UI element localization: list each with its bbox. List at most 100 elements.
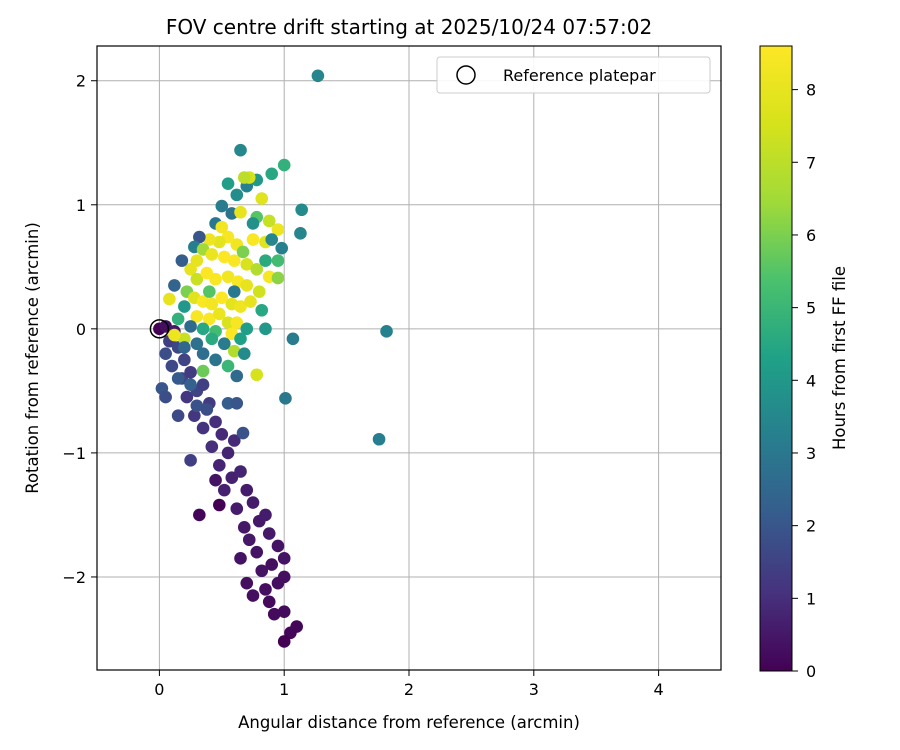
data-point	[205, 440, 219, 453]
data-point	[213, 307, 226, 321]
data-point	[271, 271, 285, 285]
data-point	[217, 250, 231, 264]
data-point	[246, 496, 260, 509]
data-point	[200, 266, 214, 280]
data-point	[294, 227, 307, 240]
data-point	[200, 403, 214, 416]
data-point	[246, 589, 260, 602]
data-point	[171, 372, 185, 385]
data-point	[215, 220, 229, 234]
colorbar-tick-label: 8	[806, 81, 816, 100]
data-point	[237, 171, 251, 184]
x-axis-label: Angular distance from reference (arcmin)	[238, 713, 580, 732]
data-point	[184, 320, 197, 333]
data-point	[230, 396, 244, 410]
data-point	[250, 368, 264, 382]
data-point	[311, 69, 325, 83]
data-point	[221, 316, 235, 329]
data-point	[215, 427, 229, 441]
data-point	[159, 390, 172, 404]
data-point	[240, 322, 254, 336]
data-point	[209, 415, 222, 429]
data-point	[213, 235, 226, 249]
y-tick-label: −2	[62, 568, 86, 587]
data-point	[217, 483, 231, 497]
data-point	[225, 471, 239, 485]
data-point	[380, 325, 393, 338]
grid	[97, 46, 721, 670]
data-point	[165, 359, 179, 373]
colorbar-tick-label: 4	[806, 371, 816, 390]
data-point	[178, 353, 191, 367]
data-point	[277, 635, 291, 648]
data-point	[196, 378, 210, 391]
y-tick-label: 0	[76, 320, 86, 339]
data-point	[240, 483, 254, 497]
data-point	[286, 332, 300, 346]
data-point	[236, 426, 250, 440]
data-point	[277, 605, 291, 618]
data-point	[209, 272, 222, 286]
data-point	[267, 607, 281, 621]
data-point	[227, 254, 241, 267]
colorbar-label: Hours from first FF file	[830, 266, 849, 450]
data-point	[193, 508, 206, 522]
data-point	[262, 214, 276, 228]
data-point	[203, 312, 216, 326]
data-point	[234, 205, 247, 219]
data-point	[184, 378, 197, 391]
data-point	[209, 473, 222, 487]
data-point	[275, 241, 289, 255]
data-point	[265, 167, 279, 181]
data-point	[221, 270, 235, 284]
data-point	[230, 502, 244, 516]
data-point	[237, 347, 251, 360]
colorbar-tick-label: 0	[806, 662, 816, 681]
colorbar-tick-label: 5	[806, 299, 816, 318]
x-tick-label: 2	[404, 680, 414, 699]
data-point	[262, 595, 276, 609]
data-point	[196, 322, 210, 336]
data-point	[190, 399, 204, 413]
data-point	[221, 177, 235, 191]
legend-box	[436, 56, 711, 94]
legend: Reference platepar	[436, 56, 711, 94]
data-point	[230, 316, 244, 329]
data-point	[277, 158, 291, 172]
data-point	[190, 310, 204, 323]
data-point	[209, 353, 222, 367]
data-points	[153, 69, 393, 648]
data-point	[259, 254, 272, 267]
reference-point-marker	[149, 319, 170, 339]
data-point	[196, 421, 210, 435]
data-point	[215, 291, 229, 305]
y-tick-label: −1	[62, 444, 86, 463]
data-point	[215, 199, 229, 213]
data-point	[178, 300, 191, 313]
data-point	[236, 245, 250, 259]
data-point	[221, 396, 235, 410]
data-point	[277, 570, 291, 584]
data-point	[175, 254, 189, 267]
data-point	[246, 217, 260, 230]
y-tick-label: 2	[76, 72, 86, 91]
data-point	[196, 347, 210, 360]
data-point	[184, 454, 197, 467]
data-point	[184, 365, 197, 379]
colorbar	[759, 45, 793, 672]
data-point	[221, 359, 235, 373]
data-point	[227, 285, 241, 298]
data-point	[252, 285, 266, 298]
data-point	[205, 297, 219, 311]
data-point	[213, 498, 226, 512]
data-point	[230, 369, 244, 383]
data-point	[250, 263, 264, 276]
colorbar-tick-label: 3	[806, 444, 816, 463]
data-point	[188, 409, 201, 422]
data-point	[205, 248, 219, 261]
colorbar-tick-label: 6	[806, 226, 816, 245]
data-point	[242, 533, 256, 547]
data-point	[203, 233, 216, 246]
data-point	[213, 459, 226, 472]
data-point	[255, 192, 269, 205]
